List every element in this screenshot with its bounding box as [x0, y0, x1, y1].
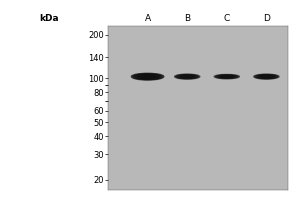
- Ellipse shape: [179, 75, 195, 78]
- Ellipse shape: [184, 76, 190, 77]
- Text: C: C: [224, 14, 230, 23]
- Ellipse shape: [135, 74, 160, 79]
- Ellipse shape: [214, 74, 239, 79]
- Ellipse shape: [219, 75, 235, 78]
- Ellipse shape: [134, 74, 162, 80]
- Ellipse shape: [260, 75, 273, 78]
- Ellipse shape: [181, 75, 194, 78]
- Ellipse shape: [181, 75, 194, 78]
- Text: D: D: [263, 14, 270, 23]
- Ellipse shape: [137, 74, 158, 79]
- Ellipse shape: [182, 76, 192, 78]
- Ellipse shape: [143, 76, 152, 77]
- Ellipse shape: [224, 76, 230, 77]
- Text: B: B: [184, 14, 190, 23]
- Ellipse shape: [220, 76, 233, 78]
- Ellipse shape: [178, 75, 197, 78]
- Ellipse shape: [254, 74, 279, 79]
- Ellipse shape: [176, 74, 198, 79]
- Ellipse shape: [220, 75, 233, 78]
- Text: A: A: [145, 14, 151, 23]
- Ellipse shape: [222, 76, 232, 77]
- Ellipse shape: [257, 75, 276, 78]
- Ellipse shape: [255, 74, 278, 79]
- Ellipse shape: [216, 75, 238, 78]
- Ellipse shape: [262, 76, 272, 78]
- Ellipse shape: [139, 75, 156, 78]
- Text: kDa: kDa: [40, 14, 59, 23]
- Ellipse shape: [140, 75, 156, 78]
- Ellipse shape: [263, 76, 270, 77]
- Ellipse shape: [260, 75, 273, 78]
- Ellipse shape: [175, 74, 200, 79]
- Ellipse shape: [141, 75, 154, 78]
- Ellipse shape: [131, 73, 164, 80]
- Ellipse shape: [258, 75, 274, 78]
- Ellipse shape: [217, 75, 236, 78]
